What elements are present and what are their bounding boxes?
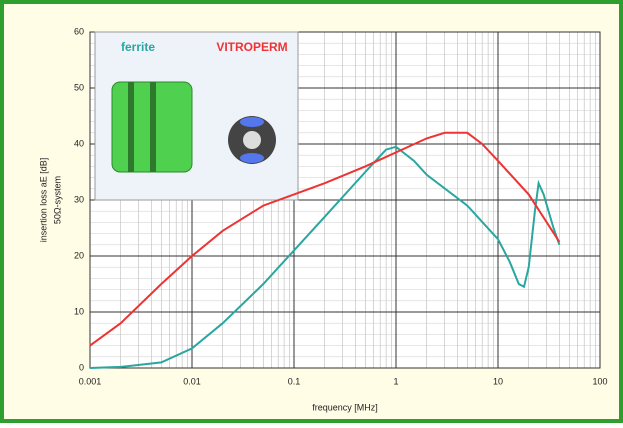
series-group	[89, 131, 561, 369]
y-tick-label: 10	[74, 306, 84, 316]
x-tick-label: 0.1	[288, 376, 301, 386]
legend-entry: VITROPERM	[216, 40, 287, 54]
core-stripe	[150, 82, 156, 172]
y-axis-label: insertion loss aE [dB]	[38, 158, 48, 243]
core-hole	[243, 131, 261, 149]
x-tick-label: 0.001	[79, 376, 102, 386]
x-tick-label: 10	[493, 376, 503, 386]
x-tick-label: 0.01	[183, 376, 201, 386]
inset-photo	[94, 31, 299, 201]
winding	[240, 117, 264, 127]
y-tick-label: 30	[74, 194, 84, 204]
winding	[240, 153, 264, 163]
x-axis-label: frequency [MHz]	[312, 402, 378, 412]
x-tick-label: 100	[592, 376, 607, 386]
y-tick-label: 0	[79, 362, 84, 372]
series-line	[89, 131, 561, 347]
y-tick-label: 60	[74, 26, 84, 36]
core-stripe	[128, 82, 134, 172]
y-tick-label: 20	[74, 250, 84, 260]
y-tick-label: 50	[74, 82, 84, 92]
y-tick-label: 40	[74, 138, 84, 148]
y-axis-label-2: 50Ω-system	[52, 176, 62, 224]
x-tick-label: 1	[393, 376, 398, 386]
legend-entry: ferrite	[121, 40, 155, 54]
